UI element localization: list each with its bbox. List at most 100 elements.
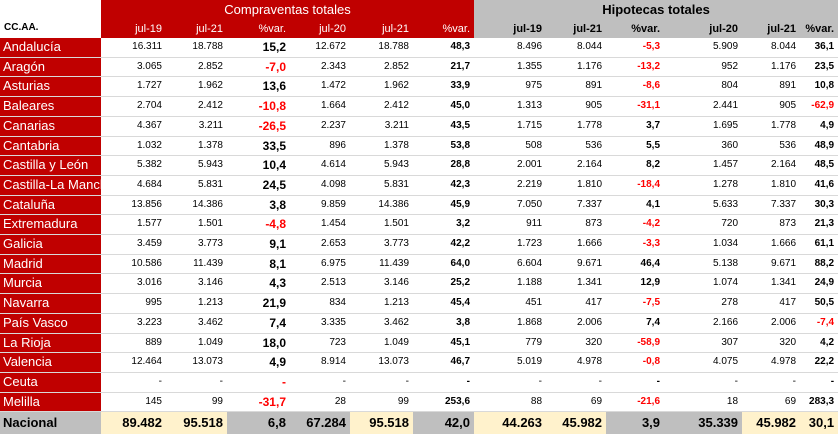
value-cell: 8.044 [546, 38, 607, 58]
column-header: jul-20 [290, 20, 350, 38]
value-cell: 2.412 [350, 96, 413, 117]
value-cell: 1.666 [546, 234, 607, 255]
value-cell: - [742, 372, 801, 393]
value-cell: 3.016 [101, 273, 166, 295]
variation-cell: -10,8 [227, 96, 290, 117]
variation-cell: - [413, 372, 475, 393]
variation-cell: -7,5 [606, 293, 665, 314]
value-cell: 1.176 [546, 57, 607, 78]
value-cell: - [546, 372, 607, 393]
variation-cell: 30,3 [800, 195, 839, 216]
value-cell: 952 [664, 57, 743, 78]
value-cell: 3.462 [166, 313, 227, 334]
variation-cell: 18,0 [227, 333, 290, 354]
value-cell: 28 [290, 392, 350, 413]
value-cell: 5.831 [350, 175, 413, 196]
value-cell: 2.653 [290, 234, 350, 255]
value-cell: 508 [474, 136, 547, 157]
variation-cell: -18,4 [606, 175, 665, 196]
value-cell: 5.943 [166, 155, 227, 176]
variation-cell: 3,8 [227, 195, 290, 216]
value-cell: 1.778 [742, 116, 801, 137]
value-cell: 2.852 [350, 57, 413, 78]
value-cell: 911 [474, 214, 547, 236]
variation-cell: 23,5 [800, 57, 839, 78]
value-cell: 975 [474, 76, 547, 98]
total-value-cell: 89.482 [101, 411, 166, 434]
variation-cell: 53,8 [413, 136, 475, 157]
value-cell: 2.166 [664, 313, 743, 334]
value-cell: 8.496 [474, 38, 547, 58]
value-cell: 1.501 [166, 214, 227, 236]
hipotecas-group-header: Hipotecas totales [474, 0, 839, 20]
region-name: Canarias [0, 116, 101, 137]
variation-cell: -7,4 [800, 313, 839, 334]
variation-cell: 46,4 [606, 254, 665, 275]
value-cell: 1.577 [101, 214, 166, 236]
value-cell: 3.065 [101, 57, 166, 78]
variation-cell: 283,3 [800, 392, 839, 413]
value-cell: 7.337 [742, 195, 801, 216]
region-name: Murcia [0, 273, 101, 295]
value-cell: 451 [474, 293, 547, 314]
value-cell: 9.859 [290, 195, 350, 216]
value-cell: 889 [101, 333, 166, 354]
variation-cell: 25,2 [413, 273, 475, 295]
variation-cell: -3,3 [606, 234, 665, 255]
variation-cell: - [800, 372, 839, 393]
region-name: Castilla y León [0, 155, 101, 176]
variation-cell: 8,1 [227, 254, 290, 275]
variation-cell: 13,6 [227, 76, 290, 98]
value-cell: - [166, 372, 227, 393]
variation-cell: 45,1 [413, 333, 475, 354]
variation-cell: 33,9 [413, 76, 475, 98]
value-cell: 1.049 [166, 333, 227, 354]
value-cell: 18.788 [166, 38, 227, 58]
variation-cell: 88,2 [800, 254, 839, 275]
region-name: Ceuta [0, 372, 101, 393]
value-cell: 2.412 [166, 96, 227, 117]
value-cell: 307 [664, 333, 743, 354]
region-name: Navarra [0, 293, 101, 314]
variation-cell: 42,2 [413, 234, 475, 255]
region-name: Andalucía [0, 38, 101, 58]
value-cell: 2.164 [742, 155, 801, 176]
value-cell: 88 [474, 392, 547, 413]
column-header: jul-19 [101, 20, 166, 38]
column-header: %var. [413, 20, 475, 38]
value-cell: 2.704 [101, 96, 166, 117]
total-value-cell: 35.339 [664, 411, 743, 434]
value-cell: 5.019 [474, 352, 547, 373]
value-cell: 3.223 [101, 313, 166, 334]
region-name: Aragón [0, 57, 101, 78]
region-name: Madrid [0, 254, 101, 275]
variation-cell: -0,8 [606, 352, 665, 373]
table-row: Aragón 3.065 2.852 -7,0 2.343 2.852 21,7 1.355 1… [0, 57, 839, 78]
value-cell: 1.213 [350, 293, 413, 314]
value-cell: 13.073 [350, 352, 413, 373]
value-cell: 1.341 [546, 273, 607, 295]
value-cell: - [474, 372, 547, 393]
variation-cell: 33,5 [227, 136, 290, 157]
value-cell: 99 [350, 392, 413, 413]
value-cell: 6.604 [474, 254, 547, 275]
variation-cell: 45,4 [413, 293, 475, 314]
value-cell: 5.382 [101, 155, 166, 176]
value-cell: 360 [664, 136, 743, 157]
value-cell: 8.044 [742, 38, 801, 58]
variation-cell: 4,1 [606, 195, 665, 216]
value-cell: 1.188 [474, 273, 547, 295]
variation-cell: 8,2 [606, 155, 665, 176]
variation-cell: 10,8 [800, 76, 839, 98]
value-cell: 2.001 [474, 155, 547, 176]
region-name: Castilla-La Mancha [0, 175, 101, 196]
value-cell: 720 [664, 214, 743, 236]
total-value-cell: 3,9 [606, 411, 665, 434]
value-cell: 10.586 [101, 254, 166, 275]
region-column-header: CC.AA. [0, 0, 101, 38]
value-cell: 4.614 [290, 155, 350, 176]
value-cell: 3.211 [350, 116, 413, 137]
value-cell: 14.386 [166, 195, 227, 216]
value-cell: 2.343 [290, 57, 350, 78]
variation-cell: 3,2 [413, 214, 475, 236]
